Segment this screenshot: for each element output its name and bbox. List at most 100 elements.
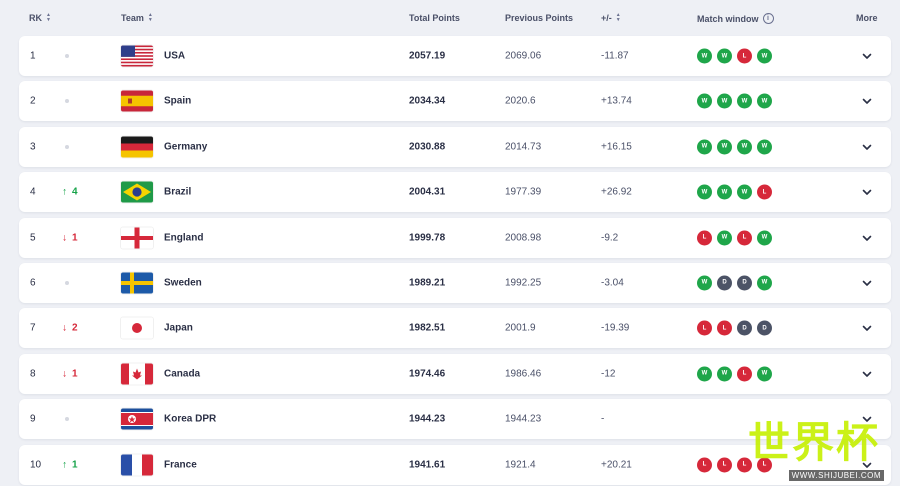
draw-badge: D [737, 275, 752, 291]
draw-badge: D [717, 275, 732, 291]
total-points-cell: 1989.21 [409, 277, 446, 289]
chevron-down-icon[interactable] [861, 232, 873, 244]
rank-cell: 10 [30, 459, 42, 471]
points-diff-cell: +13.74 [601, 95, 632, 107]
previous-points-cell: 1944.23 [505, 413, 542, 425]
table-row[interactable]: 8 ↓ 1 Canada 1974.46 1986.46 -12 W W L W [19, 353, 891, 394]
rank-column-header[interactable]: RK ▲ ▼ [29, 12, 51, 24]
rank-cell: 2 [30, 95, 36, 107]
win-badge: W [757, 275, 772, 291]
previous-points-cell: 1992.25 [505, 277, 542, 289]
points-diff-cell: -11.87 [601, 50, 629, 62]
rank-change-value: 1 [72, 459, 78, 471]
table-row[interactable]: 2 Spain 2034.34 2020.6 +13.74 W W W W [19, 81, 891, 122]
loss-badge: L [737, 366, 752, 382]
previous-points-cell: 2001.9 [505, 322, 536, 334]
team-name[interactable]: Brazil [164, 186, 192, 198]
points-diff-cell: +26.92 [601, 186, 632, 198]
team-name[interactable]: Korea DPR [164, 413, 217, 425]
win-badge: W [717, 93, 732, 109]
loss-badge: L [757, 457, 772, 473]
team-name[interactable]: England [164, 232, 204, 244]
points-diff-cell: +16.15 [601, 141, 632, 153]
rank-change-cell [62, 144, 92, 149]
team-name[interactable]: France [164, 459, 197, 471]
match-window-label: Match window [697, 13, 759, 24]
chevron-down-icon[interactable] [861, 141, 873, 153]
rank-change-value: 4 [72, 186, 78, 198]
rank-header-label: RK [29, 13, 42, 23]
points-diff-cell: +20.21 [601, 459, 632, 471]
chevron-down-icon[interactable] [861, 277, 873, 289]
team-name[interactable]: Germany [164, 141, 208, 153]
points-diff-cell: -12 [601, 368, 616, 380]
arrow-down-icon: ↓ [62, 232, 67, 244]
team-name[interactable]: Japan [164, 322, 193, 334]
info-icon[interactable]: i [762, 13, 774, 24]
rank-change-cell: ↑ 4 [62, 187, 92, 198]
table-row[interactable]: 10 ↑ 1 France 1941.61 1921.4 +20.21 L L L L [19, 444, 891, 485]
rank-cell: 4 [30, 186, 36, 198]
table-row[interactable]: 6 Sweden 1989.21 1992.25 -3.04 W D D W [19, 262, 891, 303]
previous-points-cell: 1921.4 [505, 459, 536, 471]
team-name[interactable]: Sweden [164, 277, 202, 289]
win-badge: W [697, 139, 712, 155]
rank-cell: 3 [30, 141, 36, 153]
total-points-cell: 2034.34 [409, 95, 446, 107]
table-row[interactable]: 9 Korea DPR 1944.23 1944.23 - [19, 399, 891, 440]
arrow-down-icon: ↓ [62, 368, 67, 380]
win-badge: W [717, 184, 732, 200]
previous-points-header: Previous Points [505, 13, 573, 23]
table-row[interactable]: 5 ↓ 1 England 1999.78 2008.98 -9.2 L W L W [19, 217, 891, 258]
loss-badge: L [737, 457, 752, 473]
total-points-header: Total Points [409, 13, 460, 23]
korea-dpr-flag-icon [121, 408, 153, 430]
team-name[interactable]: USA [164, 50, 186, 62]
win-badge: W [757, 93, 772, 109]
sort-icon[interactable]: ▲ ▼ [46, 12, 51, 23]
loss-badge: L [697, 320, 712, 336]
previous-points-cell: 2069.06 [505, 50, 542, 62]
table-row[interactable]: 3 Germany 2030.88 2014.73 +16.15 W W W W [19, 126, 891, 167]
no-change-dot-icon [65, 99, 69, 104]
points-diff-cell: -9.2 [601, 232, 619, 244]
loss-badge: L [697, 457, 712, 473]
win-badge: W [757, 366, 772, 382]
rank-change-value: 1 [72, 368, 78, 380]
table-header: RK ▲ ▼ Team ▲ ▼ Total Points Previous Poin… [0, 0, 900, 36]
sort-icon[interactable]: ▲ ▼ [147, 12, 153, 23]
diff-column-header[interactable]: +/- ▲ ▼ [601, 12, 621, 24]
rank-cell: 6 [30, 277, 36, 289]
table-row[interactable]: 1 USA 2057.19 2069.06 -11.87 W W L W [19, 36, 891, 76]
chevron-down-icon[interactable] [861, 50, 873, 62]
sort-icon[interactable]: ▲ ▼ [615, 12, 621, 23]
team-name[interactable]: Canada [164, 368, 201, 380]
team-name[interactable]: Spain [164, 95, 192, 107]
table-row[interactable]: 4 ↑ 4 Brazil 2004.31 1977.39 +26.92 W W W L [19, 172, 891, 213]
no-change-dot-icon [65, 417, 69, 422]
chevron-down-icon[interactable] [861, 186, 873, 198]
chevron-down-icon[interactable] [861, 95, 873, 107]
points-diff-cell: -19.39 [601, 322, 630, 334]
table-row[interactable]: 7 ↓ 2 Japan 1982.51 2001.9 -19.39 L L D D [19, 308, 891, 349]
win-badge: W [717, 139, 732, 155]
draw-badge: D [737, 320, 752, 336]
win-badge: W [757, 48, 772, 64]
team-column-header[interactable]: Team ▲ ▼ [121, 12, 153, 24]
more-column-header: More [856, 13, 878, 23]
rank-change-cell [62, 54, 92, 58]
rank-change-value: 1 [72, 232, 78, 244]
chevron-down-icon[interactable] [861, 322, 873, 334]
chevron-down-icon[interactable] [861, 413, 873, 425]
rank-change-cell [62, 280, 92, 285]
chevron-down-icon[interactable] [861, 368, 873, 380]
germany-flag-icon [121, 136, 153, 158]
win-badge: W [717, 48, 732, 64]
chevron-down-icon[interactable] [861, 459, 873, 471]
